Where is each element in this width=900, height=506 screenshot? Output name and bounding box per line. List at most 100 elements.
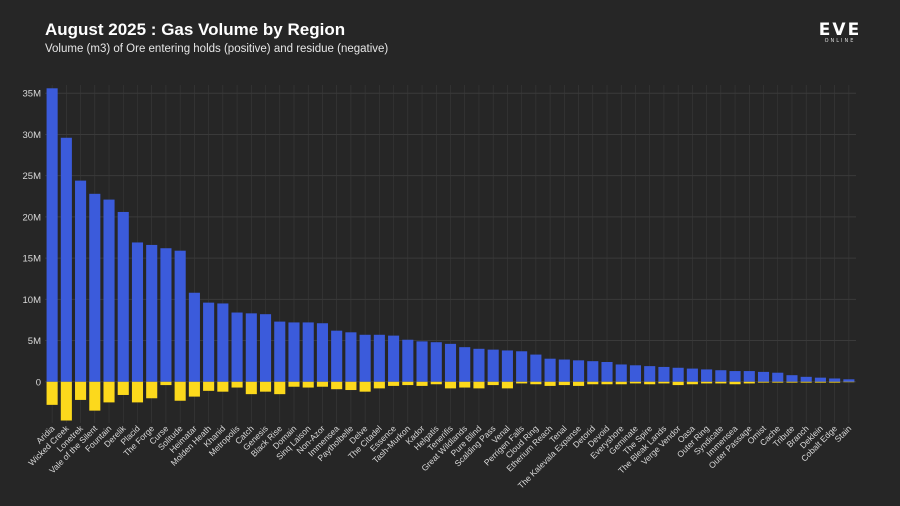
bar-negative — [430, 381, 442, 385]
bar-negative — [288, 381, 300, 387]
logo-sub-text: ONLINE — [824, 38, 856, 44]
bar-positive — [359, 334, 371, 382]
bar-negative — [274, 381, 286, 395]
bar-positive — [331, 330, 343, 382]
bar-positive — [373, 334, 385, 382]
bar-negative — [203, 381, 215, 391]
bar-positive — [757, 371, 770, 382]
bar-positive — [259, 314, 272, 382]
bar-negative — [174, 381, 186, 401]
bar-positive — [743, 371, 755, 382]
bar-positive — [345, 332, 357, 382]
bar-positive — [60, 137, 72, 382]
bar-positive — [75, 180, 87, 382]
bar-positive — [288, 322, 300, 382]
bar-negative — [146, 381, 158, 399]
bar-positive — [615, 364, 627, 382]
bar-negative — [245, 381, 257, 395]
bar-negative — [587, 381, 599, 385]
chart-subtitle: Volume (m3) of Ore entering holds (posit… — [45, 43, 389, 55]
bar-positive — [231, 312, 243, 382]
bar-positive — [430, 342, 442, 382]
bar-negative — [231, 381, 243, 388]
bar-positive — [701, 369, 713, 382]
bar-negative — [89, 381, 101, 411]
bar-positive — [587, 361, 599, 382]
bar-positive — [160, 248, 172, 382]
bar-positive — [800, 376, 812, 382]
bar-negative — [615, 381, 627, 385]
bar-negative — [345, 381, 357, 391]
bar-positive — [487, 349, 499, 382]
bar-positive — [89, 193, 101, 382]
bar-negative — [316, 381, 328, 387]
bar-negative — [217, 381, 229, 392]
bar-positive — [316, 323, 328, 382]
bar-positive — [772, 372, 784, 382]
bar-positive — [573, 360, 585, 382]
bar-negative — [388, 381, 400, 386]
bar-positive — [501, 350, 513, 382]
y-tick-label: 5M — [28, 336, 41, 347]
bar-negative — [501, 381, 513, 389]
bar-negative — [686, 381, 698, 385]
bar-positive — [829, 378, 841, 382]
bar-negative — [444, 381, 457, 389]
bar-negative — [459, 381, 471, 388]
y-tick-label: 0 — [36, 377, 41, 388]
bar-negative — [829, 381, 841, 383]
bar-negative — [544, 381, 556, 386]
bar-positive — [217, 303, 229, 382]
bar-positive — [601, 361, 613, 382]
bar-positive — [203, 302, 215, 382]
bar-negative — [743, 381, 755, 384]
bar-negative — [117, 381, 129, 395]
bar-negative — [530, 381, 542, 385]
y-tick-label: 30M — [23, 130, 42, 141]
bar-positive — [459, 347, 471, 382]
eve-online-logo: EVE ONLINE — [808, 22, 872, 48]
x-tick-label: Stain — [833, 423, 854, 444]
y-tick-label: 20M — [23, 212, 42, 223]
bar-negative — [757, 381, 770, 383]
bar-negative — [672, 381, 684, 386]
bar-negative — [259, 381, 272, 392]
bar-positive — [146, 244, 158, 382]
bar-positive — [402, 339, 414, 382]
bar-positive — [516, 351, 528, 382]
bar-negative — [75, 381, 87, 400]
bar-negative — [573, 381, 585, 386]
bar-positive — [388, 335, 400, 382]
bar-negative — [644, 381, 656, 385]
bar-negative — [601, 381, 613, 385]
bar-positive — [131, 242, 144, 382]
bar-positive — [188, 292, 200, 382]
bar-negative — [60, 381, 72, 421]
bar-negative — [46, 381, 58, 405]
y-tick-label: 25M — [23, 171, 42, 182]
bar-positive — [558, 359, 570, 382]
bar-positive — [686, 368, 698, 382]
bar-positive — [103, 199, 115, 382]
bar-negative — [729, 381, 741, 385]
bar-negative — [629, 381, 642, 384]
bar-positive — [117, 211, 129, 382]
bar-negative — [786, 381, 798, 383]
bar-negative — [814, 381, 826, 383]
bar-negative — [558, 381, 570, 386]
bar-positive — [814, 377, 826, 382]
bar-positive — [644, 366, 656, 382]
bar-positive — [629, 365, 642, 382]
y-tick-label: 10M — [23, 295, 42, 306]
bar-negative — [800, 381, 812, 383]
bar-negative — [373, 381, 385, 389]
bar-positive — [530, 354, 542, 382]
bar-negative — [772, 381, 784, 383]
y-tick-label: 15M — [23, 254, 42, 265]
bar-negative — [658, 381, 670, 384]
bar-negative — [160, 381, 172, 386]
bar-positive — [544, 358, 556, 382]
bar-negative — [302, 381, 314, 388]
bar-positive — [302, 322, 314, 382]
